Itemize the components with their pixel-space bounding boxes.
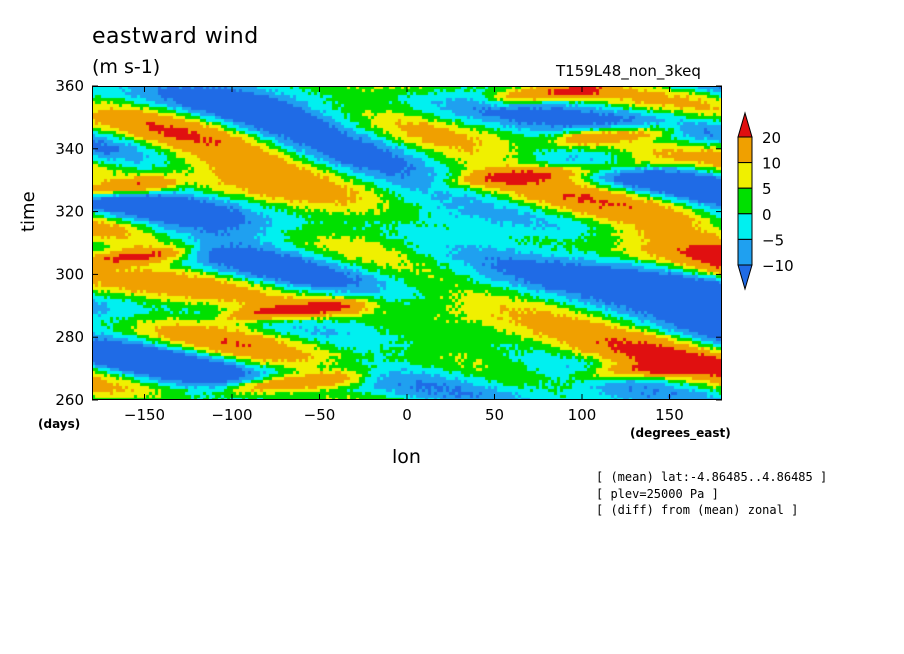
y-tick-label: 360 xyxy=(55,77,84,95)
chart-title: eastward wind xyxy=(92,24,259,49)
colorbar-segment xyxy=(737,136,753,164)
x-tick-label: 150 xyxy=(655,406,684,424)
colorbar-segment xyxy=(737,238,753,266)
x-tick-label: −100 xyxy=(211,406,252,424)
y-unit-label: (days) xyxy=(38,417,81,431)
y-tick-label: 300 xyxy=(55,265,84,283)
colorbar-segment xyxy=(737,162,753,189)
y-tick-label: 340 xyxy=(55,140,84,158)
y-tick-label: 260 xyxy=(55,391,84,409)
note-diff: [ (diff) from (mean) zonal ] xyxy=(596,503,799,517)
heatmap-plot xyxy=(92,86,722,400)
units-label: (m s-1) xyxy=(92,56,161,78)
x-tick-label: −50 xyxy=(304,406,336,424)
colorbar-label: 20 xyxy=(762,129,781,147)
note-plev: [ plev=25000 Pa ] xyxy=(596,487,719,501)
y-axis-label: time xyxy=(18,191,39,232)
run-label: T159L48_non_3keq xyxy=(556,62,701,80)
colorbar-label: 5 xyxy=(762,180,772,198)
note-latitude: [ (mean) lat:-4.86485..4.86485 ] xyxy=(596,470,828,484)
colorbar-arrow-bottom xyxy=(737,264,753,291)
y-tick-label: 320 xyxy=(55,203,84,221)
x-unit-label: (degrees_east) xyxy=(630,426,731,440)
x-axis-label: lon xyxy=(392,446,421,468)
colorbar-label: 10 xyxy=(762,155,781,173)
colorbar-segment xyxy=(737,187,753,215)
heatmap-canvas xyxy=(92,86,722,400)
colorbar-label: 0 xyxy=(762,206,772,224)
colorbar-arrow-top xyxy=(737,111,753,138)
colorbar-label: −10 xyxy=(762,257,794,275)
x-tick-label: 50 xyxy=(485,406,504,424)
colorbar-segment xyxy=(737,213,753,240)
x-tick-label: 0 xyxy=(402,406,412,424)
y-tick-label: 280 xyxy=(55,328,84,346)
x-tick-label: −150 xyxy=(124,406,165,424)
x-tick-label: 100 xyxy=(568,406,597,424)
colorbar-label: −5 xyxy=(762,231,784,249)
